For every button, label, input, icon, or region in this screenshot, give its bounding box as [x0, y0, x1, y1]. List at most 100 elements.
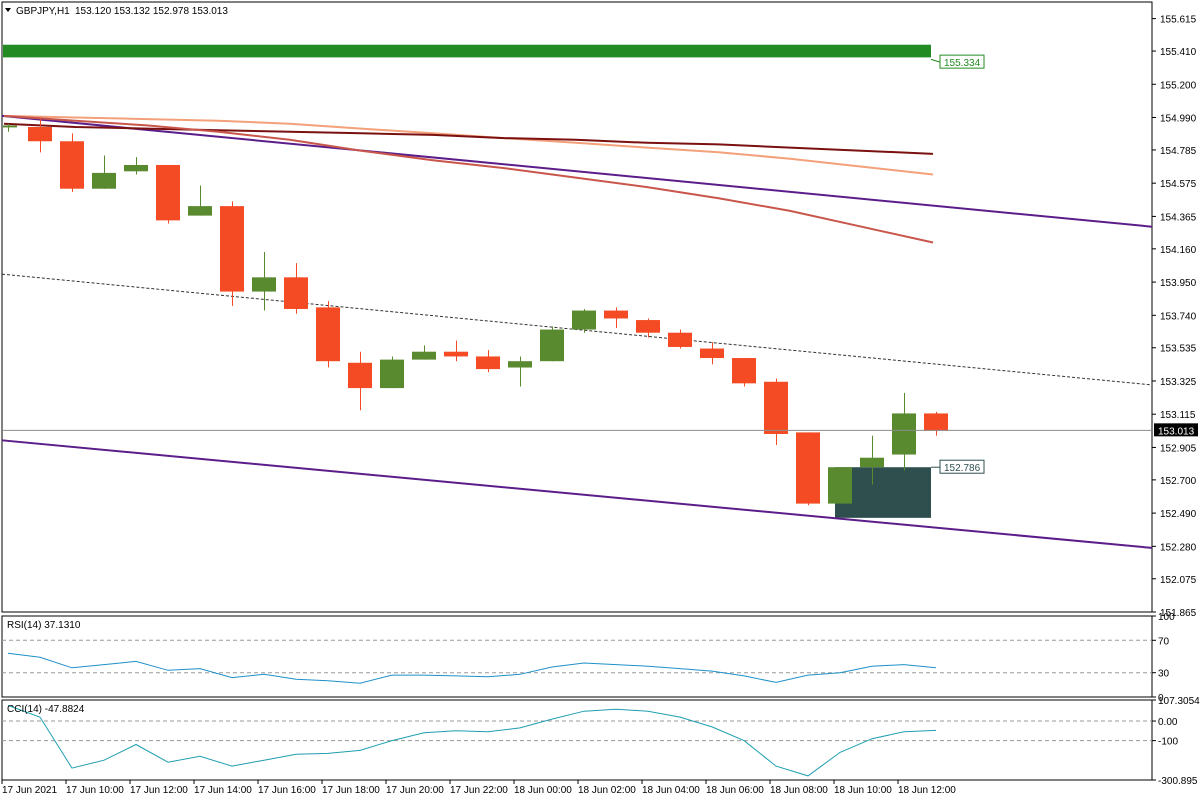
time-tick-label: 18 Jun 06:00 [706, 785, 764, 796]
candle-bullish [380, 359, 404, 389]
current-price-label-box [1154, 423, 1198, 437]
moving-average-slow-line [3, 122, 934, 155]
candle-bullish [892, 413, 916, 455]
candle-bearish [156, 164, 180, 221]
price-tick-label: 152.075 [1160, 575, 1197, 586]
price-tick-label: 155.200 [1160, 80, 1197, 91]
candle-bullish [188, 206, 212, 216]
time-axis: 17 Jun 2021 17 Jun 10:00 17 Jun 12:00 17 Ju… [1, 780, 956, 796]
rsi-tick-label: 30 [1158, 669, 1170, 680]
price-tick-label: 153.535 [1160, 344, 1197, 355]
candle-bullish [3, 125, 17, 128]
candle-bearish [700, 348, 724, 359]
candle-bullish [412, 351, 436, 360]
chart-header: GBPJPY,H1 153.120 153.132 152.978 153.01… [5, 6, 228, 17]
symbol-label: GBPJPY,H1 [16, 6, 70, 17]
cci-tick-label: 0.00 [1158, 717, 1178, 728]
time-tick-label: 18 Jun 08:00 [770, 785, 828, 796]
time-tick-label: 18 Jun 04:00 [642, 785, 700, 796]
price-tick-label: 154.160 [1160, 245, 1197, 256]
price-tick-label: 155.410 [1160, 47, 1197, 58]
price-tick-label: 152.280 [1160, 542, 1197, 553]
cci-pane-frame [1, 699, 1153, 781]
candle-bearish [668, 332, 692, 347]
rsi-tick-label: 0 [1158, 693, 1164, 704]
support-zone-label-box [939, 459, 985, 474]
candle-bullish [124, 164, 148, 172]
ohlc-label: 153.120 153.132 152.978 153.013 [75, 6, 228, 17]
time-tick-label: 18 Jun 02:00 [578, 785, 636, 796]
price-tick-label: 153.325 [1160, 377, 1197, 388]
price-tick-label: 154.575 [1160, 179, 1197, 190]
resistance-zone-connector [930, 58, 941, 63]
cci-tick-label: -100 [1158, 737, 1178, 748]
channel-upper-line [1, 114, 1153, 228]
candle-bullish [828, 467, 852, 504]
price-tick-label: 155.615 [1160, 15, 1197, 26]
price-tick-label: 154.990 [1160, 114, 1197, 125]
candle-bullish [508, 361, 532, 368]
candle-bullish [540, 329, 564, 362]
time-tick-label: 17 Jun 12:00 [130, 785, 188, 796]
price-tick-label: 153.950 [1160, 278, 1197, 289]
current-price-label: 153.013 [1158, 426, 1195, 437]
candle-bearish [924, 413, 948, 431]
candle-bearish [348, 362, 372, 389]
cci-tick-label: -300.895 [1158, 776, 1198, 787]
resistance-zone-label-box [939, 54, 985, 69]
rsi-line [7, 652, 937, 684]
candle-bearish [796, 432, 820, 504]
candle-bearish [604, 310, 628, 319]
rsi-title: RSI(14) 37.1310 [7, 620, 81, 631]
time-tick-label: 18 Jun 00:00 [514, 785, 572, 796]
candle-bearish [28, 127, 52, 142]
candle-bullish [252, 277, 276, 292]
price-tick-label: 152.490 [1160, 509, 1197, 520]
time-tick-label: 17 Jun 14:00 [194, 785, 252, 796]
candle-bullish [572, 310, 596, 330]
rsi-pane-frame [1, 615, 1153, 698]
price-tick-label: 153.115 [1160, 410, 1196, 421]
cci-tick-label: 107.3054 [1158, 696, 1200, 707]
price-tick-label: 153.740 [1160, 311, 1197, 322]
time-tick-label: 17 Jun 22:00 [450, 785, 508, 796]
dropdown-triangle-icon[interactable] [5, 8, 11, 12]
rsi-tick-label: 70 [1158, 636, 1170, 647]
candle-bearish [60, 141, 84, 189]
resistance-zone-label: 155.334 [944, 58, 981, 69]
price-tick-label: 154.785 [1160, 146, 1197, 157]
candle-bearish [444, 351, 468, 357]
main-price-pane[interactable]: 155.615 155.410 155.200 154.990 154.785 154.5… [1, 1, 1198, 619]
time-tick-label: 17 Jun 2021 [2, 785, 57, 796]
time-tick-label: 17 Jun 20:00 [386, 785, 444, 796]
candle-bearish [732, 358, 756, 384]
candle-bearish [476, 356, 500, 370]
rsi-tick-label: 100 [1158, 612, 1175, 623]
time-tick-label: 17 Jun 18:00 [322, 785, 380, 796]
candle-bullish [860, 457, 884, 468]
candle-bearish [316, 307, 340, 362]
candle-bearish [220, 206, 244, 292]
time-tick-label: 18 Jun 12:00 [898, 785, 956, 796]
cci-line [7, 704, 937, 777]
channel-lower-line [1, 439, 1153, 549]
candle-bearish [284, 277, 308, 309]
resistance-zone [3, 44, 931, 58]
time-tick-label: 18 Jun 10:00 [834, 785, 892, 796]
price-tick-label: 154.365 [1160, 212, 1197, 223]
price-tick-label: 152.905 [1160, 443, 1197, 454]
candle-bullish [92, 172, 116, 189]
time-tick-label: 17 Jun 16:00 [258, 785, 316, 796]
support-zone-label: 152.786 [944, 463, 981, 474]
moving-average-fast-line [3, 114, 934, 244]
rsi-pane[interactable]: 100 70 30 0 RSI(14) 37.1310 [1, 612, 1175, 704]
price-tick-label: 152.700 [1160, 476, 1197, 487]
main-pane-frame [1, 1, 1153, 613]
price-tick-label: 151.865 [1160, 608, 1197, 619]
cci-title: CCI(14) -47.8824 [7, 704, 85, 715]
candle-bearish [764, 381, 788, 434]
cci-pane[interactable]: 107.3054 0.00 -100 -300.895 CCI(14) -47.8824 [1, 696, 1200, 787]
time-tick-label: 17 Jun 10:00 [66, 785, 124, 796]
